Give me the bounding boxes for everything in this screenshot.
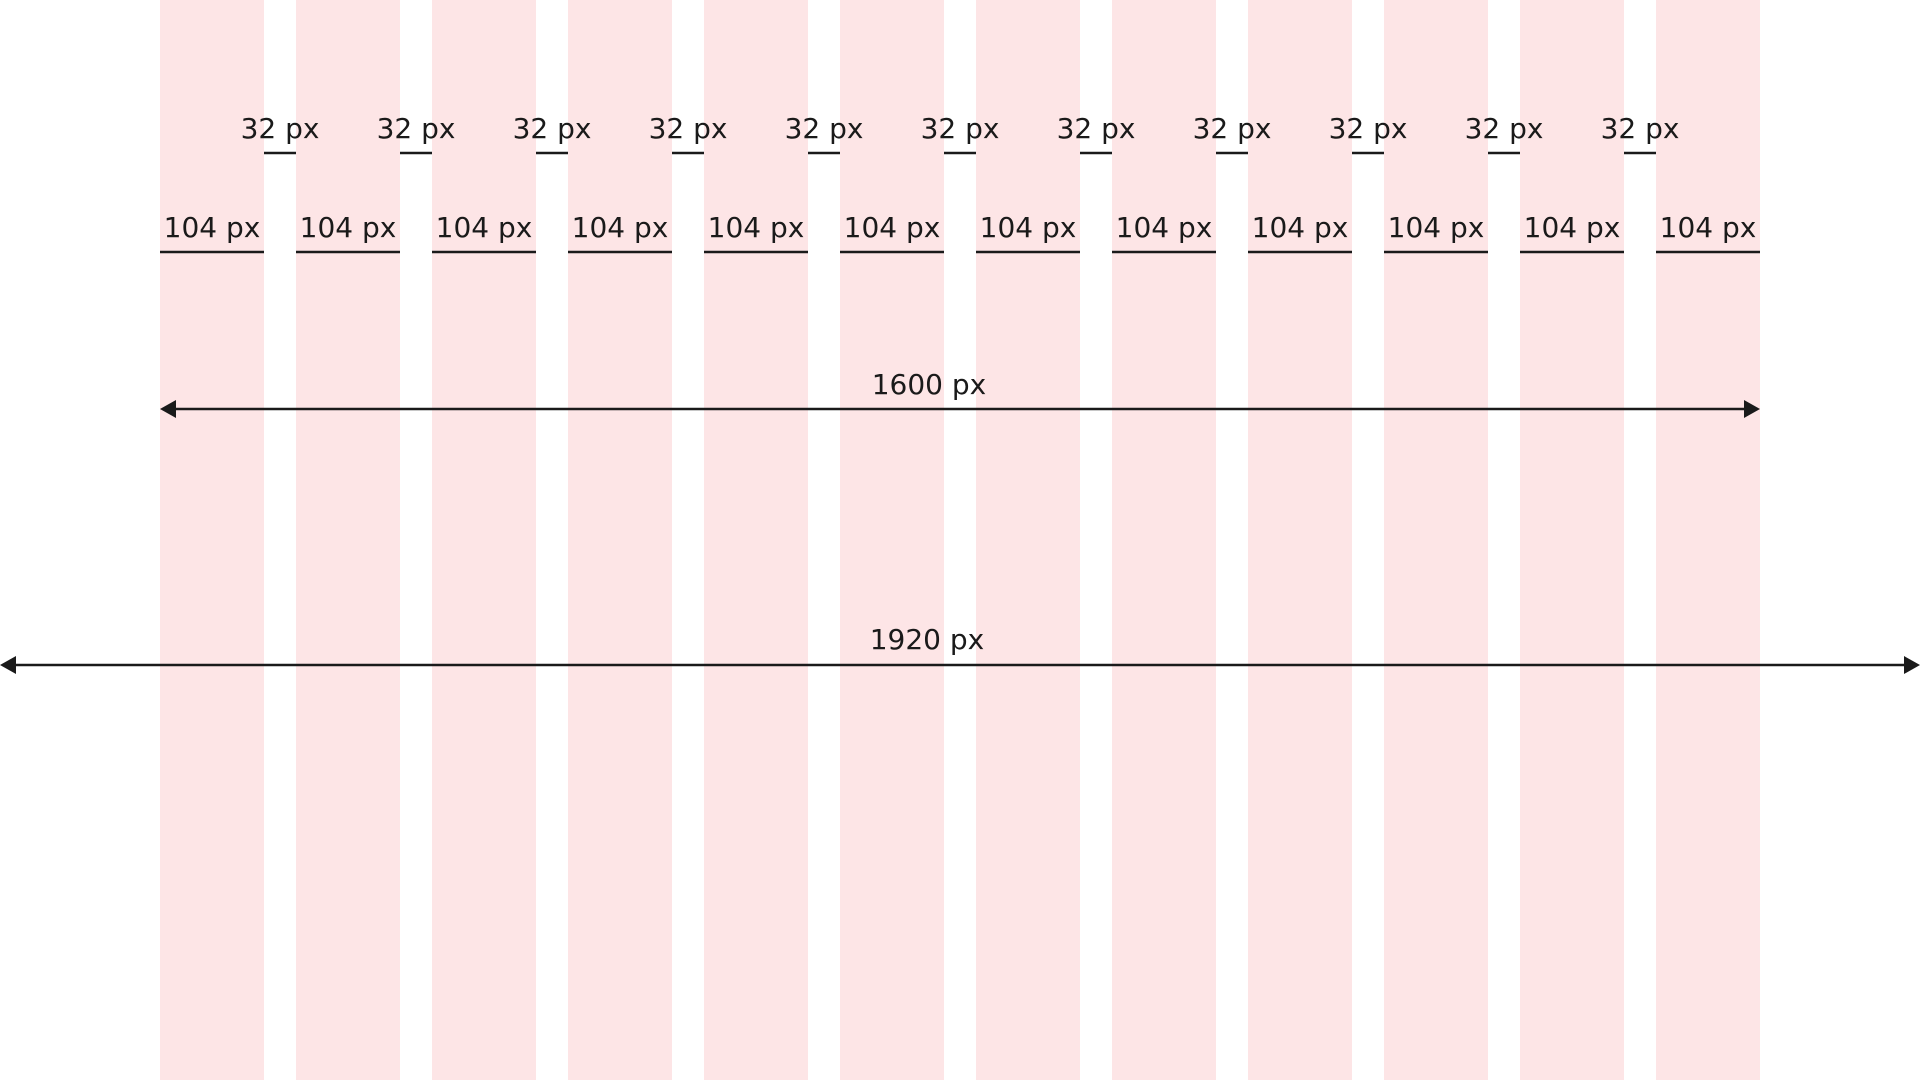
column-width-label: 104 px xyxy=(300,211,397,244)
gutter-label: 32 px xyxy=(1193,112,1272,145)
grid-column xyxy=(976,0,1080,1080)
content-width-arrow-left xyxy=(160,400,176,418)
gutter-label: 32 px xyxy=(1465,112,1544,145)
gutter-label: 32 px xyxy=(1057,112,1136,145)
page-width-arrow-left xyxy=(0,656,16,674)
column-width-label: 104 px xyxy=(1388,211,1485,244)
grid-columns xyxy=(160,0,1760,1080)
gutter-label: 32 px xyxy=(513,112,592,145)
column-width-label: 104 px xyxy=(164,211,261,244)
column-width-label: 104 px xyxy=(1660,211,1757,244)
gutter-label: 32 px xyxy=(377,112,456,145)
column-width-label: 104 px xyxy=(844,211,941,244)
gutter-label: 32 px xyxy=(785,112,864,145)
grid-column xyxy=(296,0,400,1080)
grid-column xyxy=(568,0,672,1080)
content-width-dimension: 1600 px xyxy=(160,368,1760,418)
column-width-label: 104 px xyxy=(1252,211,1349,244)
column-width-label: 104 px xyxy=(1524,211,1621,244)
gutter-label: 32 px xyxy=(1329,112,1408,145)
grid-column xyxy=(160,0,264,1080)
grid-column xyxy=(432,0,536,1080)
column-width-label: 104 px xyxy=(708,211,805,244)
grid-column xyxy=(704,0,808,1080)
content-width-label: 1600 px xyxy=(872,368,987,401)
column-width-measurements: 104 px 104 px 104 px 104 px 104 px 104 px 104 … xyxy=(160,211,1760,254)
column-width-label: 104 px xyxy=(980,211,1077,244)
grid-column xyxy=(1656,0,1760,1080)
gutter-label: 32 px xyxy=(921,112,1000,145)
grid-column xyxy=(840,0,944,1080)
page-width-arrow-right xyxy=(1904,656,1920,674)
gutter-label: 32 px xyxy=(649,112,728,145)
gutter-label: 32 px xyxy=(1601,112,1680,145)
page-width-label: 1920 px xyxy=(870,623,985,656)
column-width-label: 104 px xyxy=(1116,211,1213,244)
gutter-measurements: 32 px 32 px 32 px 32 px 32 px 32 px 32 px 32 px… xyxy=(241,112,1680,155)
grid-column xyxy=(1384,0,1488,1080)
gutter-label: 32 px xyxy=(241,112,320,145)
grid-column xyxy=(1112,0,1216,1080)
column-width-label: 104 px xyxy=(572,211,669,244)
grid-column xyxy=(1520,0,1624,1080)
content-width-arrow-right xyxy=(1744,400,1760,418)
page-width-dimension: 1920 px xyxy=(0,623,1920,674)
column-width-label: 104 px xyxy=(436,211,533,244)
grid-column xyxy=(1248,0,1352,1080)
